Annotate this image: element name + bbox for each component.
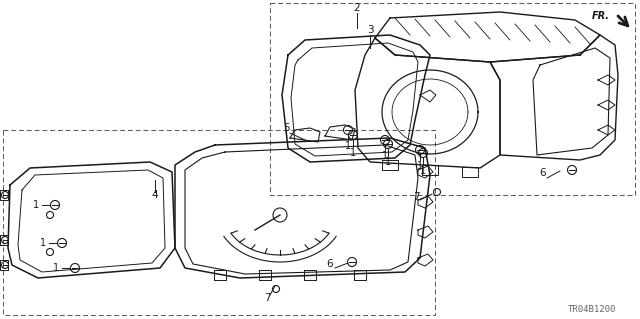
Text: 3: 3 bbox=[367, 25, 373, 35]
Text: 5: 5 bbox=[284, 123, 291, 133]
Text: 1: 1 bbox=[417, 161, 423, 171]
Text: 4: 4 bbox=[152, 190, 158, 200]
Text: 1: 1 bbox=[385, 157, 391, 167]
Text: 1: 1 bbox=[350, 148, 356, 158]
Text: 1: 1 bbox=[53, 263, 59, 273]
Text: 1: 1 bbox=[33, 200, 39, 210]
Text: 1: 1 bbox=[382, 151, 388, 161]
Text: 1: 1 bbox=[420, 166, 426, 176]
Text: 7: 7 bbox=[413, 192, 419, 202]
Text: TR04B1200: TR04B1200 bbox=[568, 305, 616, 314]
Text: FR.: FR. bbox=[592, 11, 610, 21]
Text: 7: 7 bbox=[264, 293, 270, 303]
Text: 1: 1 bbox=[345, 141, 351, 151]
Text: 1: 1 bbox=[40, 238, 46, 248]
Text: 2: 2 bbox=[354, 3, 360, 13]
Text: 6: 6 bbox=[326, 259, 333, 269]
Text: 6: 6 bbox=[540, 168, 547, 178]
